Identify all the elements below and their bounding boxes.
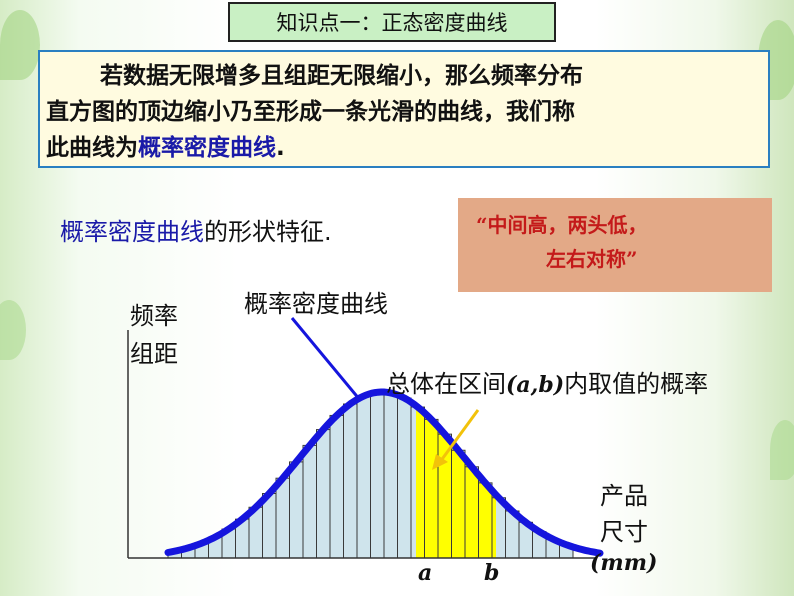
histogram-bar	[370, 392, 384, 558]
histogram-bar	[532, 531, 546, 558]
definition-box: 若数据无限增多且组距无限缩小，那么频率分布 直方图的顶边缩小乃至形成一条光滑的曲…	[38, 50, 770, 168]
probability-label: 总体在区间(a,b)内取值的概率	[386, 370, 709, 398]
shaded-region	[416, 405, 496, 558]
histogram-bar	[181, 547, 195, 558]
page-title: 知识点一：正态密度曲线	[228, 2, 556, 42]
tick-label-a: a	[418, 560, 433, 586]
histogram-bar	[505, 510, 519, 558]
histogram-bar	[289, 461, 303, 558]
histogram-bar	[519, 522, 533, 558]
definition-line-3: 此曲线为概率密度曲线.	[46, 135, 285, 161]
histogram-bar	[330, 415, 344, 558]
interval-notation: (a,b)	[506, 372, 565, 398]
histogram-bar	[235, 519, 249, 558]
histogram-bar	[343, 403, 357, 558]
histogram-bar	[316, 429, 330, 558]
shape-feature-label: 概率密度曲线的形状特征.	[60, 218, 332, 246]
y-axis-label-bottom: 组距	[130, 340, 178, 368]
quote-box: “中间高，两头低， 左右对称”	[458, 198, 772, 292]
x-axis-unit: (mm)	[590, 550, 658, 576]
probability-pointer	[438, 409, 480, 463]
histogram-bar	[357, 396, 371, 558]
x-axis-label-bottom: 尺寸	[600, 518, 648, 546]
histogram-bar	[249, 507, 263, 558]
leaf-decoration	[770, 420, 794, 480]
quote-line-1: “中间高，两头低，	[476, 213, 648, 237]
histogram-bar	[397, 397, 411, 558]
leaf-decoration	[0, 10, 40, 80]
histogram-bar	[262, 493, 276, 558]
tick-label-b: b	[484, 560, 500, 586]
definition-line-1: 若数据无限增多且组距无限缩小，那么频率分布	[100, 63, 583, 89]
x-axis-label-top: 产品	[600, 482, 648, 510]
quote-line-2: 左右对称”	[546, 247, 638, 271]
definition-line-2: 直方图的顶边缩小乃至形成一条光滑的曲线，我们称	[46, 99, 575, 125]
curve-label-pointer	[290, 317, 362, 401]
probability-pointer-head	[432, 454, 448, 470]
histogram-bar	[222, 529, 236, 558]
histogram-bar	[303, 445, 317, 558]
histogram-bar	[384, 392, 398, 558]
histogram-bar	[276, 478, 290, 558]
y-axis-label-top: 频率	[130, 302, 178, 330]
term-highlight: 概率密度曲线	[138, 135, 276, 161]
curve-label: 概率密度曲线	[244, 290, 388, 318]
leaf-decoration	[0, 300, 26, 360]
density-curve	[164, 388, 604, 557]
